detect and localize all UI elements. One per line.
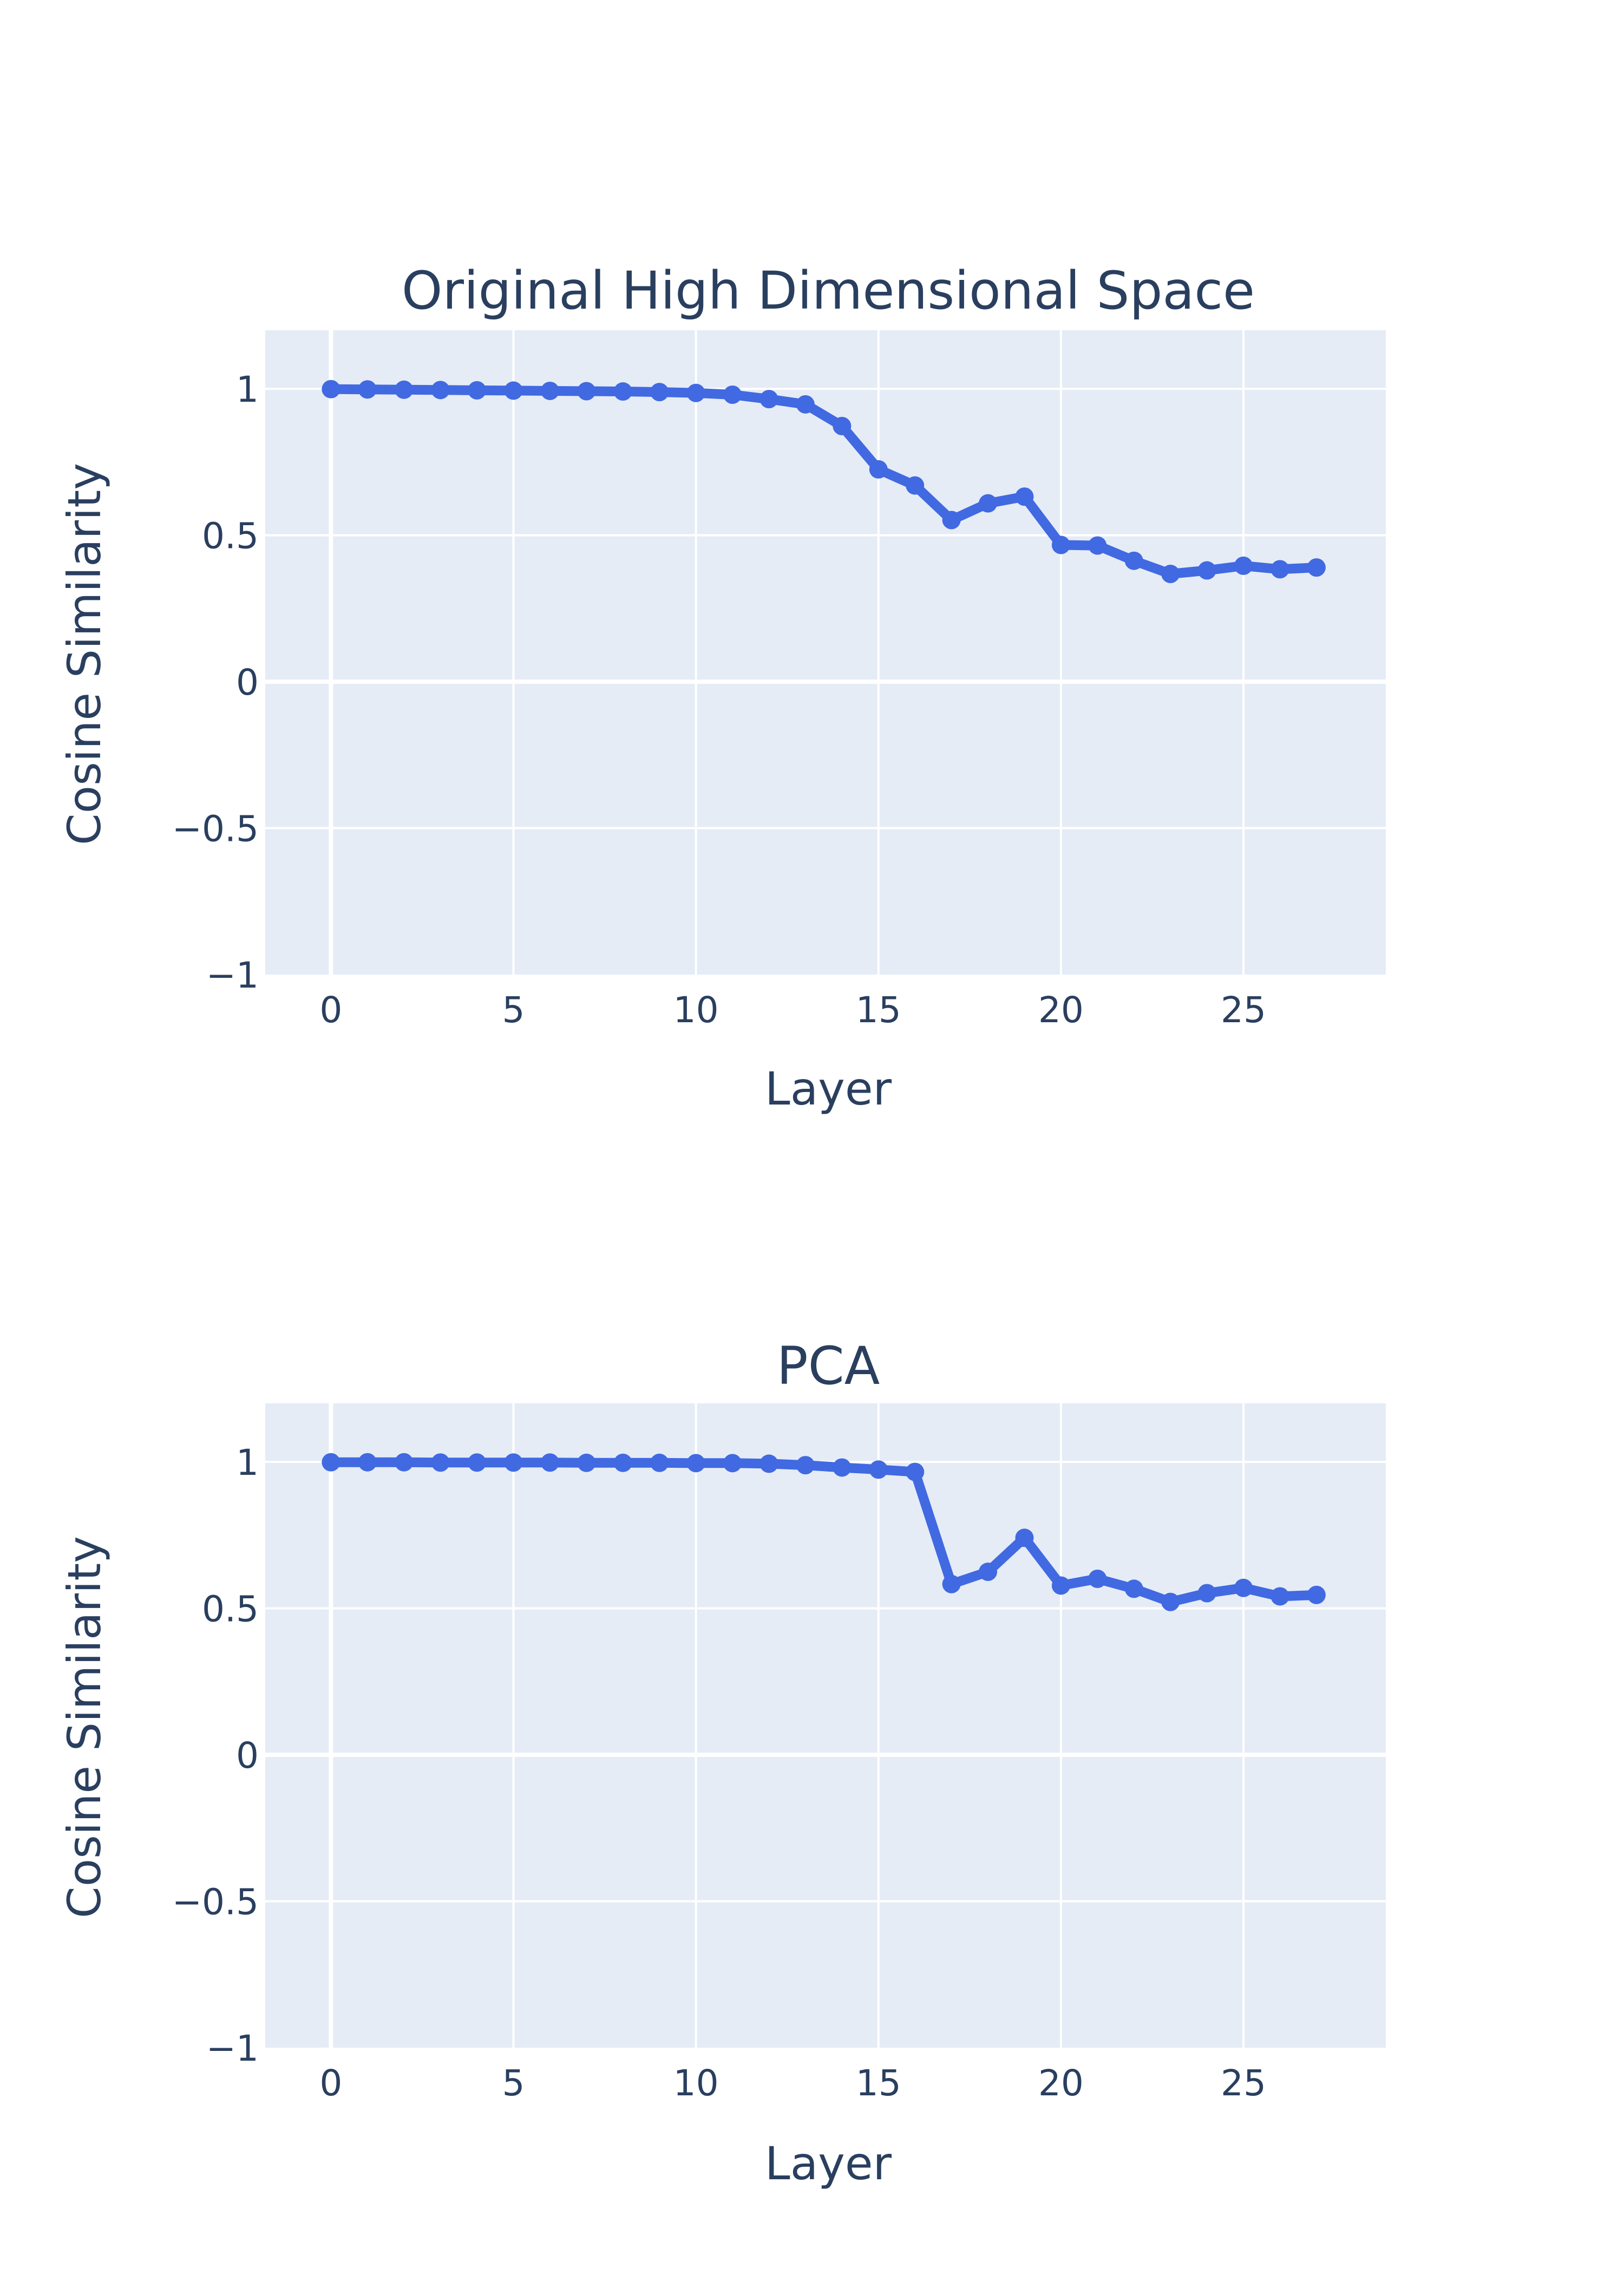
data-point — [650, 383, 669, 402]
data-point — [468, 381, 487, 400]
x-tick-label: 0 — [319, 989, 342, 1031]
x-tick-label: 0 — [319, 2062, 342, 2104]
data-point — [577, 382, 596, 401]
data-point — [358, 380, 377, 399]
data-point — [759, 390, 778, 409]
y-tick-label: −1 — [206, 955, 259, 996]
plot-background — [265, 330, 1386, 975]
y-tick-label: 0 — [236, 1735, 259, 1776]
x-axis-title: Layer — [765, 1062, 892, 1115]
y-axis-title: Cosine Similarity — [58, 463, 111, 845]
data-point — [833, 416, 852, 435]
data-point — [431, 1453, 450, 1472]
data-point — [1015, 1528, 1034, 1547]
data-point — [942, 1574, 961, 1593]
data-point — [1088, 536, 1107, 555]
data-point — [1197, 1584, 1216, 1603]
y-tick-label: 1 — [236, 1442, 259, 1484]
series-line — [326, 384, 1321, 579]
data-point — [540, 1453, 559, 1472]
data-point — [613, 382, 632, 401]
data-point — [1015, 487, 1034, 506]
y-tick-label: −1 — [206, 2028, 259, 2069]
data-point — [577, 1453, 596, 1472]
data-point — [395, 1453, 414, 1472]
data-point — [358, 1453, 377, 1472]
data-point — [833, 1458, 852, 1477]
data-point — [906, 476, 925, 495]
data-point — [942, 511, 961, 530]
x-tick-label: 25 — [1221, 989, 1266, 1031]
chart-title: Original High Dimensional Space — [402, 260, 1255, 321]
x-tick-label: 5 — [502, 989, 525, 1031]
y-tick-label: 0.5 — [202, 1589, 259, 1630]
x-axis-title: Layer — [765, 2137, 892, 2190]
y-tick-label: 0.5 — [202, 515, 259, 557]
data-point — [686, 383, 705, 402]
data-point — [1124, 551, 1143, 570]
x-tick-label: 10 — [673, 989, 719, 1031]
data-point — [1197, 561, 1216, 580]
plot-area: 0 5 10 15 20 25 1 0.5 0 −0.5 −1 — [172, 330, 1386, 1031]
data-point — [723, 385, 742, 404]
data-point — [796, 1456, 815, 1475]
data-point — [906, 1462, 925, 1481]
data-point — [540, 381, 559, 400]
y-tick-label: 0 — [236, 662, 259, 703]
y-tick-label: 1 — [236, 369, 259, 410]
data-point — [650, 1453, 669, 1472]
data-point — [1051, 1576, 1070, 1595]
data-point — [759, 1454, 778, 1473]
data-point — [322, 380, 340, 398]
data-point — [395, 380, 414, 399]
data-point — [468, 1453, 487, 1472]
x-tick-label: 25 — [1221, 2062, 1266, 2104]
data-point — [1234, 1578, 1253, 1597]
data-point — [613, 1453, 632, 1472]
data-point — [1161, 1592, 1180, 1611]
data-point — [686, 1454, 705, 1473]
data-point — [1234, 556, 1253, 575]
data-point — [723, 1454, 742, 1473]
data-point — [1161, 565, 1180, 584]
data-point — [1088, 1570, 1107, 1589]
y-tick-label: −0.5 — [172, 1881, 259, 1923]
data-point — [1124, 1579, 1143, 1598]
data-point — [1307, 558, 1326, 577]
data-point — [1307, 1585, 1326, 1604]
data-point — [869, 460, 888, 479]
plot-area: 0 5 10 15 20 25 1 0.5 0 −0.5 −1 — [172, 1403, 1386, 2104]
x-tick-label: 20 — [1038, 2062, 1084, 2104]
data-point — [1271, 560, 1289, 579]
data-point — [979, 494, 998, 513]
x-tick-label: 15 — [856, 2062, 901, 2104]
y-axis-title: Cosine Similarity — [58, 1536, 111, 1918]
data-point — [504, 381, 523, 400]
data-point — [322, 1453, 340, 1472]
subplot-pca: 0 5 10 15 20 25 1 0.5 0 −0.5 −1 PCA Layer Cosine S… — [58, 1336, 1386, 2190]
subplot-original-space: 0 5 10 15 20 25 1 0.5 0 −0.5 −1 Original High Dime… — [58, 260, 1386, 1115]
chart-title: PCA — [777, 1336, 880, 1396]
data-point — [1051, 535, 1070, 554]
data-point — [979, 1563, 998, 1582]
x-tick-label: 10 — [673, 2062, 719, 2104]
x-tick-label: 5 — [502, 2062, 525, 2104]
x-tick-label: 15 — [856, 989, 901, 1031]
data-point — [1271, 1587, 1289, 1606]
series-line — [326, 1457, 1321, 1607]
data-point — [504, 1453, 523, 1472]
y-tick-label: −0.5 — [172, 808, 259, 850]
data-point — [796, 395, 815, 414]
data-point — [869, 1460, 888, 1479]
plot-background — [265, 1403, 1386, 2048]
data-point — [431, 381, 450, 400]
x-tick-label: 20 — [1038, 989, 1084, 1031]
